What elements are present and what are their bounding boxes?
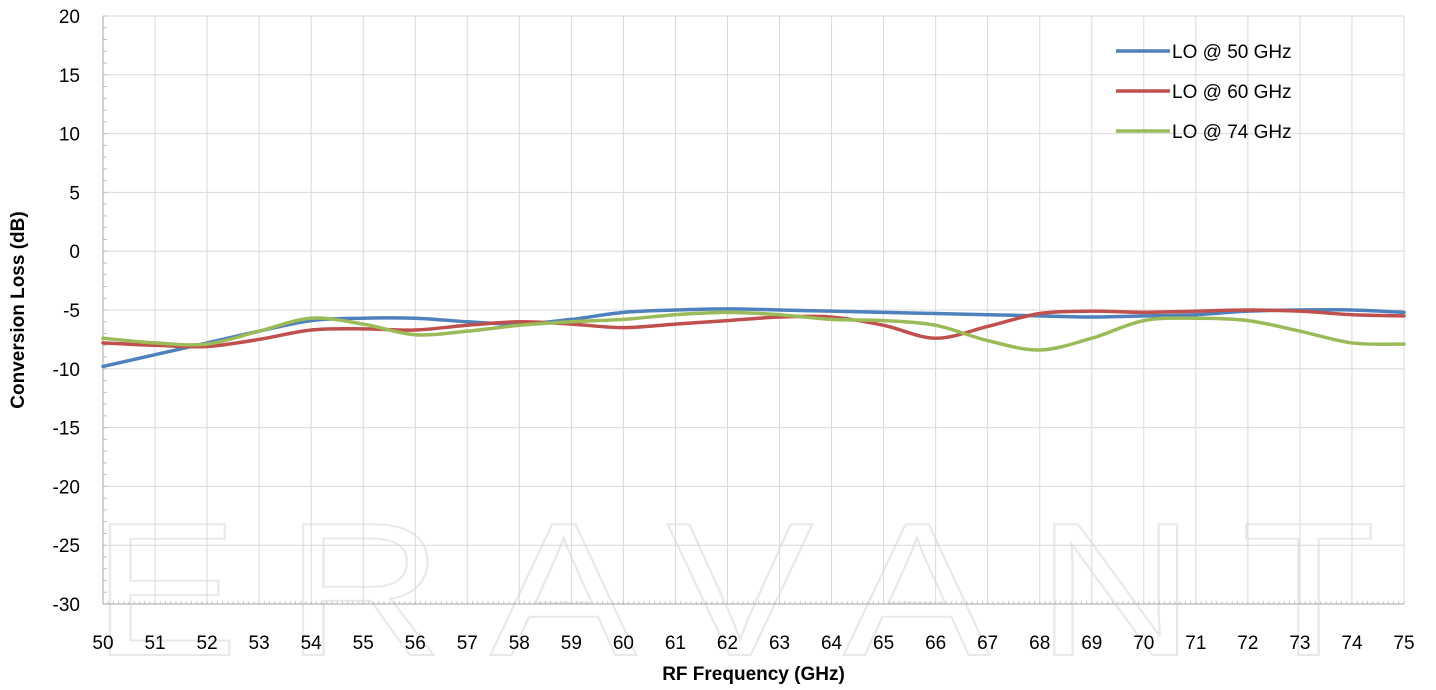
x-tick-label: 60 — [613, 633, 634, 654]
x-tick-label: 58 — [509, 633, 530, 654]
x-tick-label: 54 — [301, 633, 323, 654]
x-tick-label: 67 — [977, 633, 998, 654]
x-tick-label: 53 — [249, 633, 270, 654]
watermark: ERAVANT — [91, 483, 1422, 690]
x-tick-label: 75 — [1393, 633, 1414, 654]
x-tick-label: 56 — [405, 633, 426, 654]
y-tick-label: -10 — [53, 360, 80, 381]
legend-label: LO @ 60 GHz — [1172, 82, 1292, 103]
x-tick-label: 66 — [925, 633, 946, 654]
x-tick-label: 52 — [197, 633, 218, 654]
x-tick-label: 51 — [144, 633, 165, 654]
x-tick-label: 61 — [665, 633, 686, 654]
legend-entry: LO @ 60 GHz — [1116, 82, 1292, 103]
y-tick-label: -15 — [53, 419, 80, 440]
y-tick-labels: 20 15 10 5 0 -5 -10 -15 -20 -25 -30 — [53, 7, 80, 616]
x-tick-label: 57 — [457, 633, 478, 654]
x-axis-title: RF Frequency (GHz) — [662, 664, 845, 685]
x-tick-label: 68 — [1029, 633, 1050, 654]
x-tick-label: 55 — [353, 633, 374, 654]
y-axis-title: Conversion Loss (dB) — [8, 211, 29, 408]
x-tick-label: 69 — [1081, 633, 1102, 654]
y-tick-label: -5 — [63, 301, 80, 322]
y-tick-label: 0 — [69, 242, 80, 263]
x-tick-label: 64 — [821, 633, 843, 654]
x-tick-label: 71 — [1185, 633, 1206, 654]
axes — [102, 15, 1405, 605]
x-tick-label: 65 — [873, 633, 894, 654]
eravant-watermark: ERAVANT — [92, 484, 1422, 690]
x-tick-label: 63 — [769, 633, 790, 654]
x-tick-label: 62 — [717, 633, 738, 654]
gridlines — [103, 15, 1405, 604]
x-tick-labels: 50 51 52 53 54 55 56 57 58 59 60 61 62 63 64 65 66 67 68 69… — [92, 633, 1414, 654]
y-tick-label: 10 — [59, 125, 80, 146]
legend-entry: LO @ 50 GHz — [1116, 42, 1292, 63]
legend-label: LO @ 50 GHz — [1172, 42, 1292, 63]
series-line-3 — [101, 310, 1406, 352]
series-line-1 — [101, 307, 1406, 369]
y-tick-label: 20 — [59, 7, 80, 28]
series-line-2 — [101, 308, 1406, 349]
x-tick-label: 59 — [561, 633, 582, 654]
y-tick-label: 15 — [59, 66, 80, 87]
x-tick-label: 74 — [1341, 633, 1363, 654]
y-tick-label: -20 — [53, 477, 80, 498]
legend-entry: LO @ 74 GHz — [1116, 122, 1292, 143]
x-tick-label: 70 — [1133, 633, 1154, 654]
x-tick-label: 73 — [1289, 633, 1310, 654]
y-tick-label: -25 — [53, 536, 80, 557]
x-tick-label: 72 — [1237, 633, 1258, 654]
y-tick-label: -30 — [53, 595, 80, 616]
legend: LO @ 50 GHz LO @ 60 GHz LO @ 74 GHz — [1116, 42, 1292, 143]
y-tick-label: 5 — [69, 183, 80, 204]
series-lines — [101, 307, 1406, 369]
legend-label: LO @ 74 GHz — [1172, 122, 1292, 143]
x-tick-label: 50 — [92, 633, 113, 654]
